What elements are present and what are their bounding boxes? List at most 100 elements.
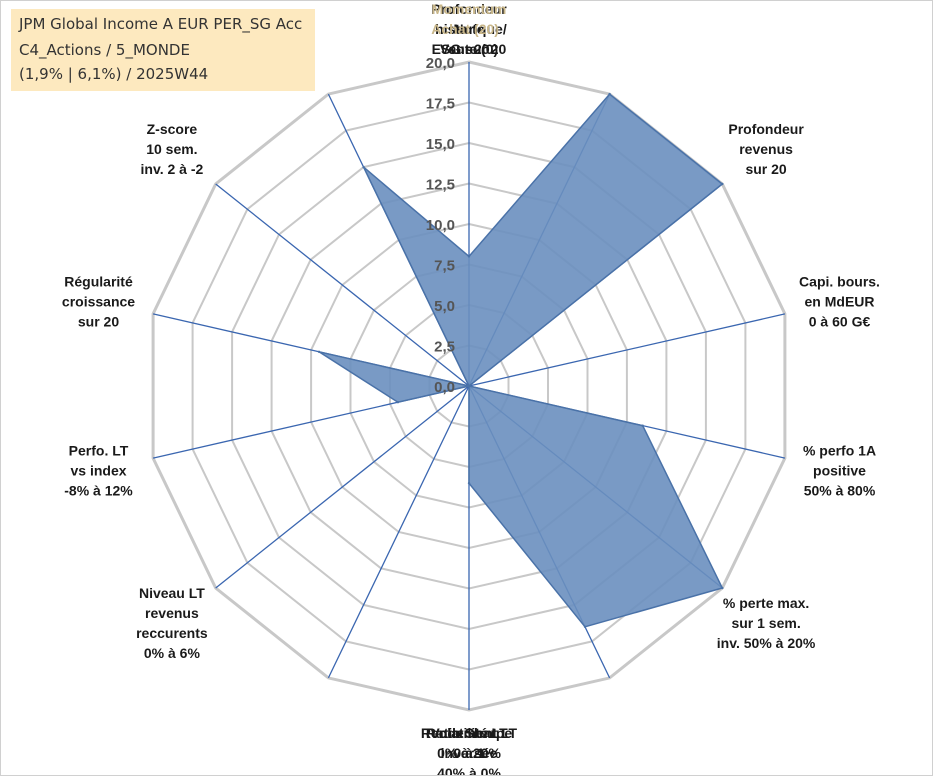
axis-label-text: Ratio Sharpe [426,725,513,741]
axis-label-line: Z-score [147,121,198,137]
axis-label-line: 40% à 0% [437,765,501,775]
axis-label-line: Achat (20) / [431,21,507,37]
axis-label-text: inversée [441,745,498,761]
axis-label-highlight: Achat (20) [431,21,499,37]
axis-label-text: Z-score [147,121,198,137]
axis-label-text: Profondeur [728,121,804,137]
axis-label-text: croissance [62,293,135,309]
axis-label-line: Volatilité LT [430,725,508,741]
axis-label-text: 0 à 60 G€ [809,313,871,329]
axis-label-text: 50% à 80% [804,483,876,499]
data-point [721,182,724,186]
axis-label-line: Profondeur [728,121,804,137]
data-point [641,424,644,427]
axis-label: Volatilité LT inversée 40% à 0% [430,725,508,775]
axis-label-text: % perfo 1A [803,443,876,459]
axis-label-line: Profondeur [431,1,507,17]
axis-label-line: Momentum [432,1,507,17]
axis-label-text: / [499,21,507,37]
data-point [317,350,321,353]
axis-label-line: 0% à 20% [437,745,501,761]
axis-label-line: Note [453,21,484,37]
axis-label-text: 40% à 0% [437,765,501,775]
axis-label-line: 50% à 80% [804,483,876,499]
axis-spoke [215,183,470,387]
axis-label-text: inv. 50% à 20% [717,635,816,651]
chart-title-box: JPM Global Income A EUR PER_SG Acc C4_Ac… [11,9,315,91]
chart-title-line-2: C4_Actions / 5_MONDE [19,41,190,59]
axis-label-line: -8% à 12% [64,483,133,499]
axis-label-line: croissance [62,293,135,309]
data-point [467,384,471,388]
axis-label-text: revenus [145,605,199,621]
axis-label-line: revenus [145,605,199,621]
axis-label-text: Volatilité LT [430,725,508,741]
axis-label-line: Ratio Sharpe [426,725,513,741]
axis-label-text: % perte max. [723,595,809,611]
axis-label-line: sur 20 [78,313,119,329]
axis-label-line: Vente (0) [440,41,498,57]
axis-label-line: inversée [441,745,498,761]
axis-label-highlight: Momentum [432,1,507,17]
axis-label: % perfo 1A positive 50% à 80% [803,443,876,499]
tick-label: 2,5 [434,339,455,356]
axis-label-line: vs index [70,463,126,479]
axis-label: Capi. bours. en MdEUR 0 à 60 G€ [799,273,880,329]
axis-label-line: Régularité [64,273,133,289]
axis-label-text: historique [435,21,503,37]
data-point [721,586,724,590]
axis-label: Rendement LT 0% à 20% [421,725,518,761]
axis-label-line: 0% à 6% [144,645,201,661]
axis-label-line: sur 20 [745,161,786,177]
axis-label-text: revenus [739,141,793,157]
axis-label-line: revenus [739,141,793,157]
axis-label-line: inv. 2 à -2 [141,161,204,177]
data-point [467,482,471,485]
axis-spoke [468,313,786,387]
tick-label: 12,5 [426,177,455,194]
axis-label-text: 0% à 6% [144,645,201,661]
axis-label: Ratio Sharpe 0 à 1 [426,725,513,761]
axis-label-line: 10 sem. [146,141,197,157]
chart-title-line-3: (1,9% | 6,1%) / 2025W44 [19,65,209,83]
tick-label: 5,0 [434,298,455,315]
axis-label-line: sur 20 [448,41,489,57]
axis-label-line: Niveau LT [139,585,205,601]
tick-label: 0,0 [434,379,455,396]
axis-label-text: 0 à 1 [453,745,484,761]
axis-label: Z-score 10 sem. inv. 2 à -2 [141,121,204,177]
axis-label: Perfo. LT vs index -8% à 12% [64,443,133,499]
axis-label-line: reccurents [136,625,208,641]
axis-label-text: Note [453,21,484,37]
axis-label-line: % perfo 1A [803,443,876,459]
axis-label-text: sur 20 [448,41,489,57]
axis-label-text: Niveau LT [139,585,205,601]
axis-label-line: Rendement LT [421,725,518,741]
axis-label-line: 0 à 1 [453,745,484,761]
axis-label-text: Régularité [64,273,133,289]
axis-label-text: en MdEUR [805,293,875,309]
data-point [396,401,400,404]
axis-label: Régularité croissance sur 20 [62,273,135,329]
axis-label-line: Perfo. LT [69,443,129,459]
axis-label-text: Rendement LT [421,725,518,741]
axis-label-line: ESG sur 20 [432,41,507,57]
axis-label-text: sur 20 [78,313,119,329]
axis-label-text: reccurents [136,625,208,641]
axis-label: Profondeur revenus sur 20 [728,121,804,177]
axis-spoke [215,385,470,589]
axis-label-text: sur 1 sem. [731,615,800,631]
tick-label: 20,0 [426,55,455,72]
axis-label-line: % perte max. [723,595,809,611]
axis-label-line: en MdEUR [805,293,875,309]
data-point [467,255,471,258]
axis-label-text: sur 20 [745,161,786,177]
tick-label: 10,0 [426,217,455,234]
axis-label-text: Profondeur [431,1,507,17]
tick-label: 7,5 [434,258,455,275]
axis-label-text: 0% à 20% [437,745,501,761]
series-area [318,93,724,628]
axis-label-text: Perfo. LT [69,443,129,459]
